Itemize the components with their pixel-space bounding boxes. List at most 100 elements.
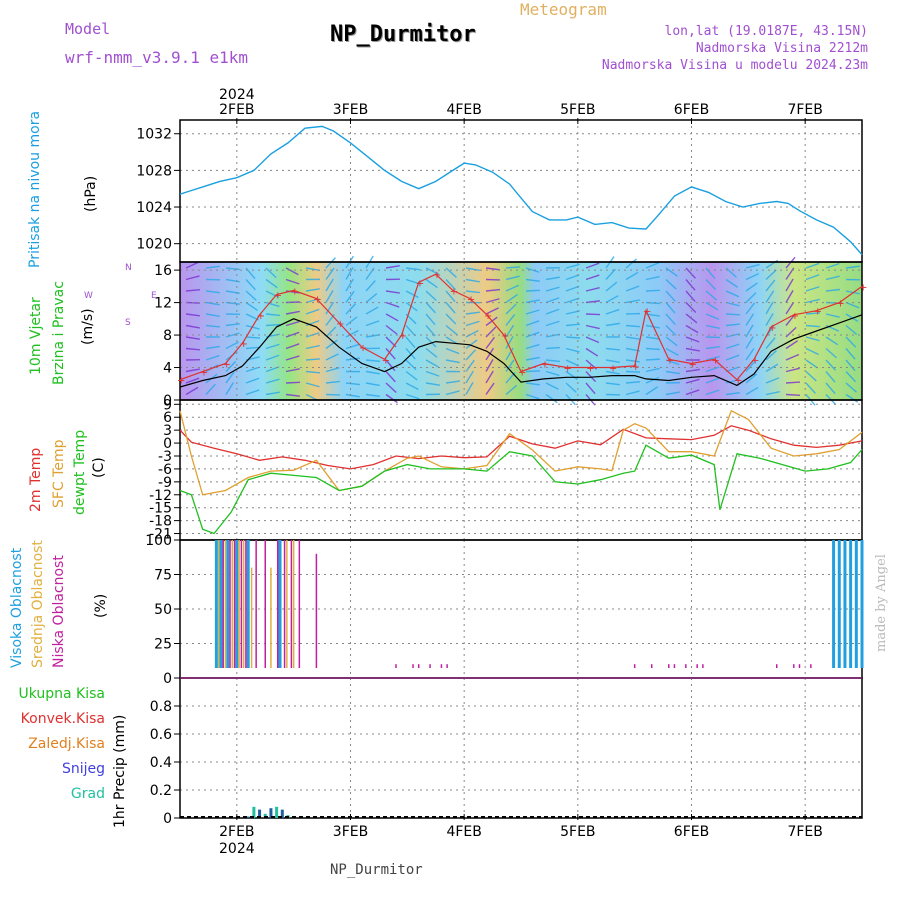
wind-arrow (225, 323, 240, 327)
wind-arrow (685, 279, 696, 291)
wind-arrow (705, 355, 720, 361)
panel-frame (179, 119, 863, 263)
wind-arrow (685, 347, 700, 352)
wind-arrow (845, 313, 859, 322)
wind-arrow (445, 380, 460, 384)
low-cloud-bar (673, 664, 676, 668)
wind-arrow (525, 267, 540, 273)
wind-arrow (365, 320, 380, 327)
y-tick-label: 0 (163, 671, 172, 687)
wind-arrow (445, 267, 457, 278)
wind-arrow (545, 359, 560, 363)
wind-gust-marker: + (200, 368, 208, 379)
x-tick-label-bottom: 6FEB (674, 824, 709, 840)
wind-arrow (245, 346, 261, 350)
y-tick-label: -6 (158, 462, 172, 478)
wind-arrow (785, 340, 799, 350)
wind-gust-marker: + (433, 270, 441, 281)
wind-arrow (225, 290, 240, 295)
wind-arrow (525, 299, 540, 304)
wind-arrow (825, 288, 840, 292)
low-cloud-bar (290, 540, 293, 668)
wind-arrow (405, 382, 419, 391)
model-elevation-text: Nadmorska Visina u modelu 2024.23m (601, 58, 868, 73)
wind-arrow (265, 354, 280, 361)
wind-arrow (645, 275, 660, 281)
low-cloud-bar (240, 540, 243, 668)
mid-cloud-bar (224, 540, 227, 668)
x-tick-label-top: 2FEB (219, 102, 254, 118)
compass-west: W (84, 291, 93, 301)
wind-arrow (225, 360, 237, 372)
wind-arrow (465, 370, 474, 384)
wind-arrow (285, 393, 300, 397)
wind-arrow (325, 339, 338, 350)
wind-arrow (265, 278, 278, 289)
low-cloud-bar (277, 540, 279, 668)
wind-arrow (505, 303, 517, 315)
wind-gust-marker: + (541, 359, 549, 370)
wind-arrow (545, 393, 558, 404)
wind-arrow (345, 357, 360, 361)
wind-arrow (585, 347, 599, 357)
panel-frame (179, 677, 863, 819)
wind-arrow (745, 324, 754, 338)
lonlat-text: lon,lat (19.0187E, 43.15N) (664, 24, 869, 39)
wind-arrow (365, 359, 381, 363)
wind-arrow (465, 359, 475, 372)
low-cloud-bar (315, 553, 318, 668)
wind-arrow (425, 382, 440, 386)
wind-arrow (345, 303, 357, 315)
wind-arrow (405, 348, 416, 360)
wind-gust-marker: + (222, 359, 230, 370)
x-tick-label-top: 5FEB (560, 102, 595, 118)
x-tick-label-bottom: 2FEB (219, 824, 254, 840)
wind-arrow (805, 274, 820, 281)
wind-arrow (425, 278, 438, 289)
wind-arrow (565, 347, 580, 353)
wind-gust-marker: + (632, 362, 640, 373)
x-tick-label-bottom: 4FEB (446, 824, 481, 840)
wind-arrow (565, 274, 580, 281)
wind-arrow (725, 313, 741, 316)
wind-arrow (725, 354, 740, 361)
wind-arrow (845, 348, 856, 360)
wind-arrow (585, 382, 596, 395)
wind-arrow (465, 329, 479, 338)
wind-arrow (225, 332, 240, 338)
y-tick-label: 6 (163, 410, 172, 426)
wind-arrow (465, 382, 474, 395)
wind-arrow (685, 368, 700, 373)
y-tick-label: 1024 (136, 200, 172, 216)
footer-station: NP_Durmitor (330, 862, 423, 878)
wind-arrow (785, 301, 795, 315)
wind-arrow (525, 320, 540, 327)
wind-gust-marker: + (518, 368, 526, 379)
low-cloud-bar (702, 664, 704, 668)
wind-arrow (765, 337, 776, 349)
wind-arrow (505, 284, 520, 292)
wind-arrow (625, 324, 641, 328)
wind-arrow (425, 290, 437, 302)
low-cloud-bar (429, 664, 431, 668)
wind-arrow (545, 370, 560, 377)
wind-arrow (565, 285, 580, 292)
wind-arrow (705, 301, 719, 311)
wind-arrow (665, 290, 676, 302)
wind-arrow (305, 320, 320, 327)
wind-arrow (325, 267, 335, 280)
mid-cloud-bar (250, 567, 253, 668)
wind-arrow (485, 307, 499, 315)
wind-gust-marker: + (666, 355, 674, 366)
y-tick-label: 1028 (136, 163, 172, 179)
x-tick-label-top: 7FEB (787, 102, 822, 118)
wind-arrow (745, 386, 759, 396)
legend-graupel: Grad (70, 786, 105, 802)
wind-gust-marker: + (240, 339, 248, 350)
wind-arrow (765, 391, 780, 396)
wind-arrow (705, 279, 717, 291)
y-tick-label: 0 (163, 436, 172, 452)
low-cloud-bar (229, 540, 231, 668)
high-cloud-bar (235, 540, 239, 668)
wind-arrow (245, 389, 260, 396)
